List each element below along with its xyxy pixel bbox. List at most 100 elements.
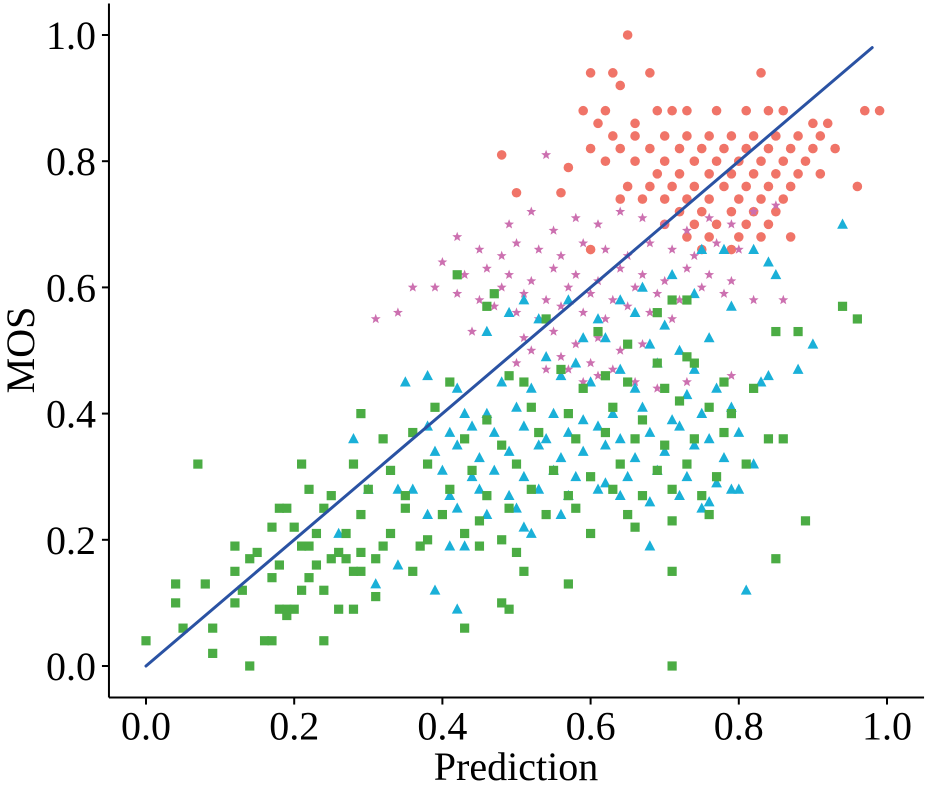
data-point <box>696 206 707 217</box>
data-point <box>703 496 715 507</box>
data-point <box>563 491 573 501</box>
data-point <box>711 238 722 248</box>
data-point <box>623 509 633 520</box>
data-point <box>666 414 678 425</box>
data-point <box>659 156 670 166</box>
data-point <box>556 187 566 198</box>
data-point <box>422 508 433 519</box>
x-axis-title: Prediction <box>434 744 598 787</box>
data-point <box>725 300 737 311</box>
data-point <box>282 604 292 614</box>
data-point <box>488 464 500 475</box>
data-point <box>682 459 692 469</box>
fit-line-layer <box>144 46 874 668</box>
data-point <box>852 181 863 192</box>
data-point <box>237 585 247 595</box>
data-point <box>592 483 604 494</box>
data-point <box>681 470 693 482</box>
data-point <box>563 579 573 589</box>
data-point <box>452 270 462 280</box>
data-point <box>771 326 781 337</box>
data-point <box>555 451 567 463</box>
data-point <box>733 244 744 254</box>
data-point <box>408 566 418 576</box>
data-point <box>452 231 463 242</box>
data-point <box>460 434 470 444</box>
data-point <box>526 402 536 412</box>
data-point <box>451 382 463 393</box>
data-point <box>667 244 678 254</box>
data-point <box>489 301 500 311</box>
data-point <box>503 489 515 501</box>
data-point <box>623 339 633 349</box>
data-point <box>319 585 329 595</box>
data-point <box>756 156 766 166</box>
data-point <box>289 522 299 532</box>
data-point <box>726 131 737 141</box>
data-point <box>771 169 781 179</box>
data-point <box>689 156 700 166</box>
data-point <box>252 547 262 558</box>
data-point <box>637 212 648 223</box>
data-point <box>533 244 544 254</box>
data-point <box>585 143 596 154</box>
data-point <box>356 409 366 419</box>
data-point <box>593 118 603 129</box>
data-point <box>563 162 574 173</box>
data-point <box>348 459 359 469</box>
data-point <box>541 149 552 160</box>
data-point <box>451 439 463 450</box>
data-point <box>748 243 760 254</box>
data-point <box>608 402 618 412</box>
data-point <box>445 377 455 387</box>
data-point <box>704 509 714 520</box>
data-point <box>371 591 381 602</box>
data-point <box>652 465 662 475</box>
data-point <box>540 433 552 444</box>
data-point <box>726 219 737 229</box>
data-point <box>289 604 299 614</box>
y-tick-label: 1.0 <box>46 13 96 58</box>
data-point <box>518 294 530 305</box>
data-point <box>660 383 670 393</box>
data-point <box>571 434 581 444</box>
y-tick-label: 0.8 <box>46 139 96 184</box>
data-point <box>385 528 396 539</box>
data-point <box>637 194 648 204</box>
data-point <box>770 200 781 210</box>
data-point <box>614 363 626 374</box>
data-point <box>674 143 685 154</box>
data-point <box>400 491 410 501</box>
data-point <box>474 541 485 551</box>
data-point <box>356 566 366 576</box>
data-point <box>689 219 700 230</box>
data-point <box>682 225 692 235</box>
data-point <box>304 484 314 494</box>
data-point <box>474 451 485 463</box>
data-point <box>267 636 277 646</box>
data-point <box>689 181 700 192</box>
data-point <box>541 314 551 324</box>
data-point <box>378 541 388 551</box>
data-point <box>748 294 759 305</box>
data-point <box>755 376 767 387</box>
data-point <box>682 131 692 141</box>
data-point <box>763 181 774 192</box>
data-point <box>644 540 656 551</box>
data-point <box>556 250 566 261</box>
data-point <box>666 268 678 280</box>
data-point <box>230 541 240 551</box>
data-point <box>644 307 655 317</box>
data-point <box>334 604 344 614</box>
data-point <box>644 238 655 248</box>
data-point <box>778 434 788 444</box>
data-point <box>660 440 670 450</box>
data-point <box>608 484 618 494</box>
data-point <box>630 282 640 292</box>
data-point <box>593 326 603 337</box>
data-point <box>645 68 655 78</box>
data-point <box>689 434 699 444</box>
data-point <box>571 503 581 513</box>
data-point <box>511 401 522 412</box>
data-point <box>711 219 722 230</box>
